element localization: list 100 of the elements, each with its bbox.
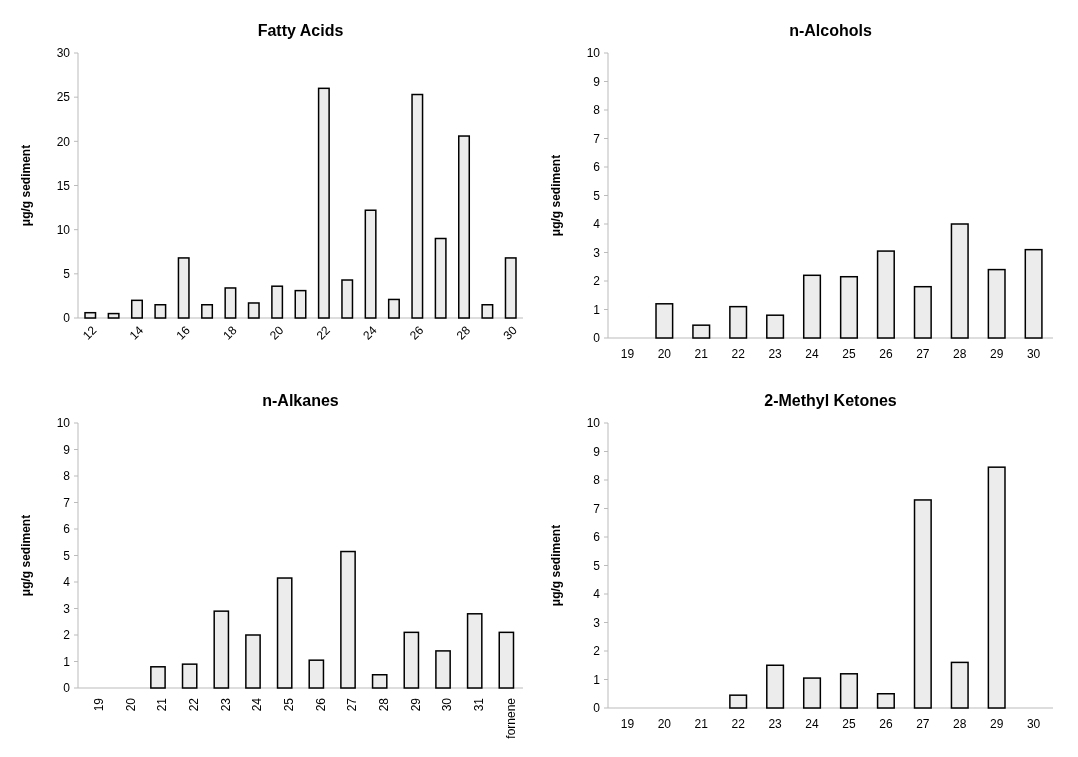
x-tick-label: 19: [620, 717, 635, 731]
y-tick-label: 0: [63, 311, 71, 326]
bar: [154, 304, 167, 319]
y-tick-label: 9: [63, 442, 71, 457]
bar: [466, 613, 483, 689]
y-tick-label: 5: [63, 267, 71, 282]
y-tick-label: 3: [63, 601, 71, 616]
x-tick-label: fornene: [503, 697, 518, 739]
y-tick-label: 8: [593, 103, 601, 118]
chart-title: Fatty Acids: [257, 22, 344, 39]
y-axis-title: μg/g sediment: [549, 524, 563, 607]
bar: [950, 223, 969, 339]
bar: [387, 298, 400, 319]
x-tick-label: 26: [313, 697, 328, 712]
x-tick-label: 26: [879, 347, 893, 361]
x-tick-label: 25: [281, 697, 296, 712]
bar: [504, 257, 517, 319]
x-tick-label: 29: [408, 697, 423, 712]
x-tick-label: 30: [500, 322, 521, 343]
chart-title: n-Alcohols: [789, 22, 872, 39]
x-tick-label: 18: [220, 322, 240, 343]
y-tick-label: 3: [593, 245, 601, 260]
bar: [317, 87, 330, 319]
x-tick-label: 22: [186, 697, 201, 712]
y-axis-title: μg/g sediment: [19, 514, 33, 597]
y-tick-label: 4: [63, 575, 71, 590]
x-tick-label: 26: [407, 322, 427, 343]
x-tick-label: 28: [376, 697, 391, 712]
bar: [913, 285, 932, 339]
bar: [271, 285, 284, 319]
bar: [458, 135, 471, 319]
x-tick-label: 27: [916, 347, 930, 361]
x-tick-label: 20: [657, 347, 672, 361]
bar: [498, 631, 515, 689]
bar: [411, 93, 424, 319]
x-tick-label: 20: [266, 322, 287, 343]
x-tick-label: 23: [768, 347, 783, 361]
x-tick-label: 29: [990, 717, 1004, 731]
y-tick-label: 4: [593, 587, 601, 602]
y-tick-label: 7: [593, 131, 601, 146]
bar: [276, 577, 293, 689]
y-tick-label: 0: [593, 701, 601, 716]
y-tick-label: 1: [593, 302, 601, 317]
bar: [341, 279, 354, 319]
bar: [876, 693, 895, 709]
bar: [435, 650, 451, 689]
y-tick-label: 0: [593, 331, 601, 346]
bar: [371, 674, 388, 689]
x-tick-label: 22: [731, 347, 746, 361]
bar: [245, 634, 261, 689]
y-tick-label: 0: [63, 681, 71, 696]
y-tick-label: 25: [56, 90, 71, 105]
x-tick-label: 28: [953, 347, 967, 361]
x-tick-label: 14: [126, 322, 147, 343]
y-tick-label: 2: [63, 628, 71, 643]
x-tick-label: 21: [155, 697, 170, 712]
x-tick-label: 28: [953, 717, 967, 731]
bar: [839, 275, 859, 339]
bar: [177, 257, 190, 319]
y-tick-label: 1: [63, 654, 71, 669]
bar: [364, 209, 377, 319]
x-tick-label: 24: [805, 347, 820, 361]
x-tick-label: 28: [453, 322, 474, 343]
y-tick-label: 9: [593, 444, 601, 459]
bar: [434, 237, 447, 319]
y-tick-label: 15: [56, 178, 71, 193]
chart-title: n-Alkanes: [262, 392, 339, 409]
bar: [213, 610, 230, 689]
x-tick-label: 24: [250, 697, 265, 712]
bar: [913, 499, 932, 709]
x-tick-label: 16: [173, 322, 194, 343]
bar: [340, 550, 356, 689]
x-tick-label: 29: [990, 347, 1004, 361]
chart-title: 2-Methyl Ketones: [764, 392, 897, 409]
y-tick-label: 3: [593, 615, 601, 630]
y-tick-label: 30: [56, 46, 71, 61]
bar: [766, 664, 785, 709]
x-tick-label: 27: [916, 717, 930, 731]
y-tick-label: 10: [586, 416, 601, 431]
y-tick-label: 6: [593, 530, 601, 545]
x-tick-label: 30: [440, 697, 455, 712]
x-tick-label: 12: [80, 322, 100, 343]
bar: [839, 673, 859, 709]
y-tick-label: 5: [593, 188, 601, 203]
x-tick-label: 21: [694, 347, 709, 361]
bar: [224, 287, 237, 319]
bar: [201, 304, 214, 319]
bar: [130, 299, 143, 319]
y-tick-label: 4: [593, 217, 601, 232]
bar: [294, 289, 307, 319]
bar: [876, 250, 895, 339]
bar: [247, 302, 260, 319]
y-tick-label: 5: [63, 548, 71, 563]
x-tick-label: 19: [620, 347, 635, 361]
y-tick-label: 10: [586, 46, 601, 61]
x-tick-label: 23: [218, 697, 233, 712]
x-tick-label: 22: [731, 717, 746, 731]
bar: [181, 663, 198, 689]
bar: [802, 274, 822, 339]
y-tick-label: 2: [593, 644, 601, 659]
